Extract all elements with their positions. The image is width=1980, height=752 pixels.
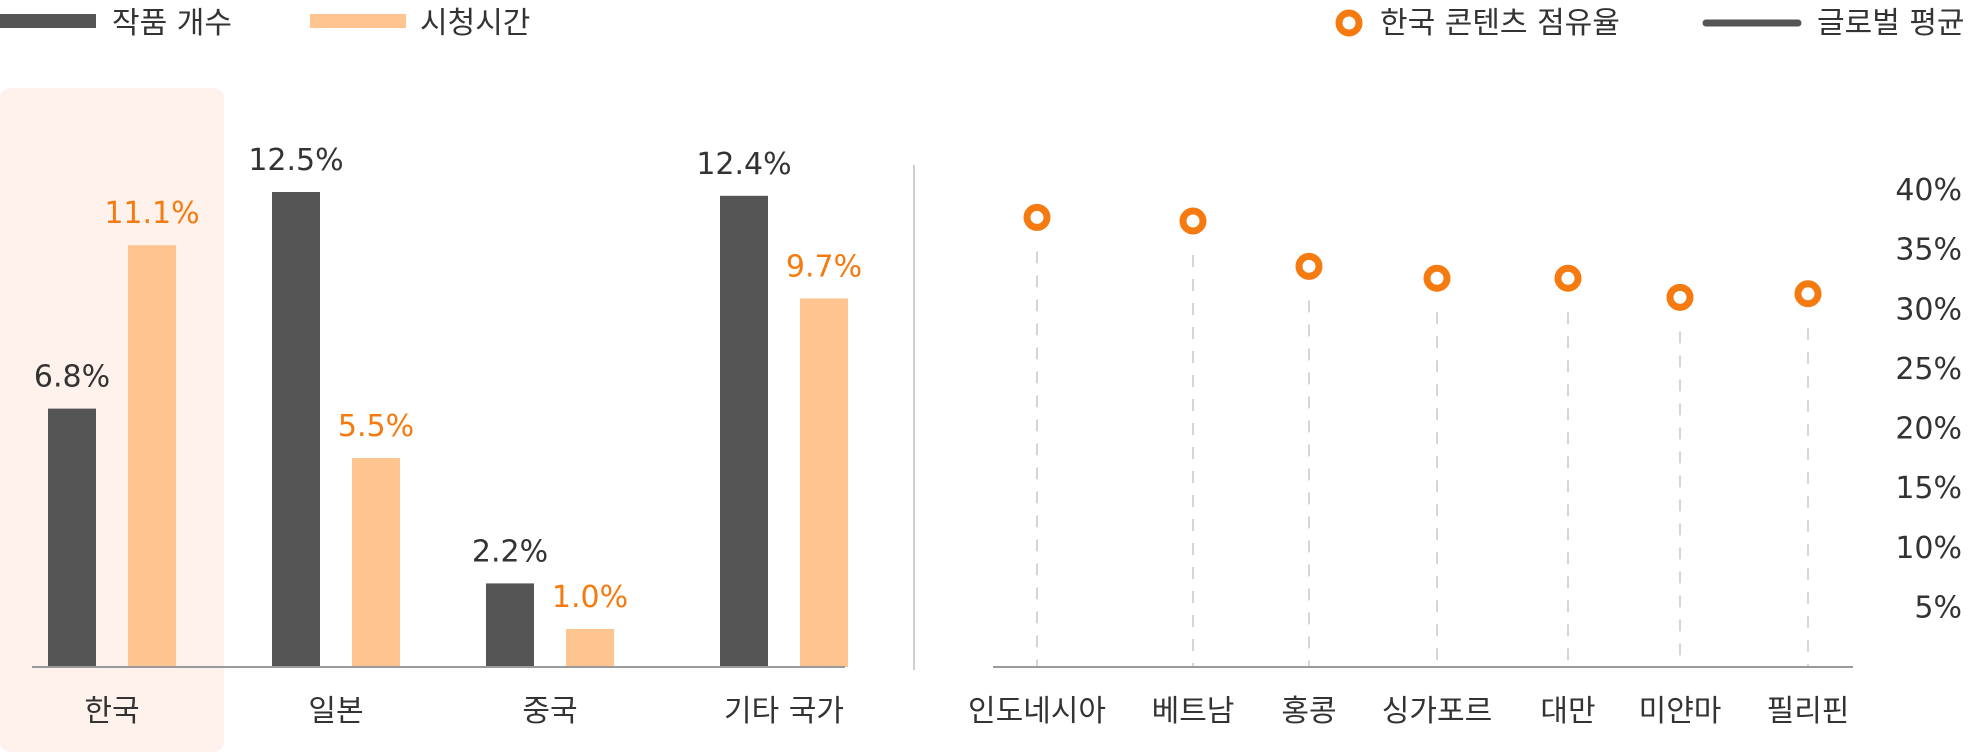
legend-swatch-works-count bbox=[0, 14, 96, 28]
scatter-category-label-1: 베트남 bbox=[1152, 694, 1235, 729]
bar-value-label-works-count-2: 2.2% bbox=[472, 534, 548, 569]
legend-label-watch-time: 시청시간 bbox=[420, 6, 530, 41]
bar-works-count-2 bbox=[486, 583, 534, 667]
y-tick-label-3: 25% bbox=[1895, 352, 1962, 387]
legend-label-korean-share: 한국 콘텐츠 점유율 bbox=[1380, 6, 1620, 41]
legend-swatch-watch-time bbox=[310, 14, 406, 28]
bar-category-label-2: 중국 bbox=[522, 694, 577, 729]
bar-watch-time-1 bbox=[352, 458, 400, 667]
scatter-point-1 bbox=[1179, 207, 1207, 235]
scatter-category-label-3: 싱가포르 bbox=[1382, 694, 1492, 729]
scatter-point-6 bbox=[1794, 280, 1822, 308]
scatter-category-label-6: 필리핀 bbox=[1767, 694, 1850, 729]
bar-value-label-watch-time-2: 1.0% bbox=[552, 580, 628, 615]
bar-value-label-watch-time-3: 9.7% bbox=[786, 249, 862, 284]
scatter-category-labels: 인도네시아 베트남 홍콩 싱가포르 대만 미얀마 필리핀 bbox=[968, 694, 1849, 729]
bar-category-labels: 한국 일본 중국 기타 국가 bbox=[84, 694, 844, 729]
bar-watch-time-0 bbox=[128, 245, 176, 667]
highlight-band-korea bbox=[0, 88, 224, 752]
legend-left: 작품 개수 시청시간 bbox=[0, 6, 530, 41]
bar-value-label-watch-time-0: 11.1% bbox=[104, 196, 199, 231]
bar-value-label-works-count-1: 12.5% bbox=[248, 143, 343, 178]
scatter-category-label-4: 대만 bbox=[1540, 694, 1595, 729]
scatter-point-4 bbox=[1554, 264, 1582, 292]
scatter-category-label-5: 미얀마 bbox=[1639, 694, 1722, 729]
scatter-category-label-2: 홍콩 bbox=[1281, 694, 1336, 729]
bar-category-label-1: 일본 bbox=[308, 694, 363, 729]
scatter-drop-lines bbox=[1036, 251, 1809, 667]
bar-works-count-0 bbox=[48, 408, 96, 667]
scatter-point-0 bbox=[1023, 203, 1051, 231]
legend-right: 한국 콘텐츠 점유율 글로벌 평균 bbox=[1335, 6, 1965, 41]
y-tick-label-1: 35% bbox=[1895, 233, 1962, 268]
legend-label-works-count: 작품 개수 bbox=[112, 6, 232, 41]
bar-value-label-watch-time-1: 5.5% bbox=[338, 409, 414, 444]
y-tick-label-7: 5% bbox=[1914, 590, 1962, 625]
legend-label-global-average: 글로벌 평균 bbox=[1817, 6, 1965, 41]
bar-category-label-0: 한국 bbox=[84, 694, 139, 729]
scatter-point-5 bbox=[1666, 283, 1694, 311]
y-axis-tick-labels: 40% 35% 30% 25% 20% 15% 10% 5% bbox=[1895, 173, 1962, 625]
scatter-category-label-0: 인도네시아 bbox=[968, 694, 1106, 729]
bar-works-count-3 bbox=[720, 195, 768, 668]
legend-marker-korean-share bbox=[1335, 9, 1363, 37]
y-tick-label-0: 40% bbox=[1895, 173, 1962, 208]
y-tick-label-2: 30% bbox=[1895, 292, 1962, 327]
y-tick-label-6: 10% bbox=[1895, 531, 1962, 566]
bar-watch-time-2 bbox=[566, 629, 614, 667]
y-tick-label-4: 20% bbox=[1895, 412, 1962, 447]
bar-chart: 6.8% 12.5% 2.2% 12.4% 11.1% 5.5% 1.0% 9.7% bbox=[34, 143, 862, 668]
bar-works-count-1 bbox=[272, 192, 320, 667]
y-tick-label-5: 15% bbox=[1895, 471, 1962, 506]
scatter-point-3 bbox=[1423, 264, 1451, 292]
scatter-points bbox=[1023, 203, 1822, 311]
scatter-point-2 bbox=[1295, 252, 1323, 280]
bar-category-label-3: 기타 국가 bbox=[724, 694, 844, 729]
bar-value-label-works-count-0: 6.8% bbox=[34, 360, 110, 395]
bar-watch-time-3 bbox=[800, 298, 848, 667]
bar-value-label-works-count-3: 12.4% bbox=[696, 147, 791, 182]
